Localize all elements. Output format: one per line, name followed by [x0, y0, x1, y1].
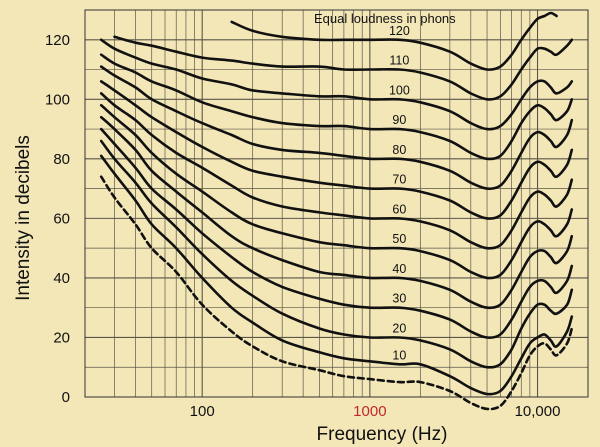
- loudness-curve-20-phon: [99, 139, 574, 369]
- loudness-curve-120-phon: [230, 11, 558, 71]
- loudness-curve-70-phon: [99, 80, 574, 220]
- phon-label: 40: [392, 262, 406, 276]
- loudness-curve-40-phon: [99, 115, 574, 310]
- y-tick-label: 60: [53, 210, 70, 227]
- x-axis-label: Frequency (Hz): [317, 424, 448, 445]
- y-tick-label: 100: [45, 91, 70, 108]
- phon-label: 120: [389, 24, 410, 38]
- phon-label: 10: [392, 348, 406, 362]
- x-tick-label: 100: [190, 403, 215, 420]
- x-tick-label: 1000: [353, 403, 386, 420]
- phon-labels: 10 20 30 40 50 60 70 80 90 100 110 120: [389, 24, 410, 362]
- phon-label: 60: [392, 202, 406, 216]
- phon-label: 50: [392, 232, 406, 246]
- phon-label: 20: [392, 321, 406, 335]
- phon-label: 100: [389, 83, 410, 97]
- plot-frame: [84, 9, 589, 398]
- loudness-curve-60-phon: [99, 92, 574, 250]
- loudness-curve-90-phon: [99, 53, 574, 161]
- phon-label: 80: [392, 143, 406, 157]
- loudness-curve-100-phon: [99, 38, 574, 131]
- y-tick-labels: 0 20 40 60 80 100 120: [45, 32, 70, 406]
- y-tick-label: 40: [53, 270, 70, 287]
- loudness-curve-110-phon: [113, 35, 574, 101]
- loudness-curve-30-phon: [99, 127, 574, 339]
- y-tick-label: 120: [45, 32, 70, 49]
- y-tick-label: 20: [53, 329, 70, 346]
- y-tick-label: 80: [53, 151, 70, 168]
- threshold-curve: [99, 175, 574, 411]
- loudness-curve-80-phon: [99, 65, 574, 191]
- phon-label: 30: [392, 292, 406, 306]
- y-tick-label: 0: [62, 389, 70, 406]
- x-tick-labels: 100 1000 10,000: [190, 403, 561, 420]
- chart-annotation: Equal loudness in phons: [314, 11, 456, 26]
- curves: [99, 11, 574, 411]
- x-tick-label: 10,000: [515, 403, 561, 420]
- phon-label: 70: [392, 173, 406, 187]
- phon-label: 90: [392, 113, 406, 127]
- loudness-curve-50-phon: [99, 104, 574, 280]
- y-axis-label: Intensity in decibels: [13, 135, 34, 301]
- phon-label: 110: [389, 54, 409, 68]
- loudness-curve-10-phon: [99, 154, 574, 396]
